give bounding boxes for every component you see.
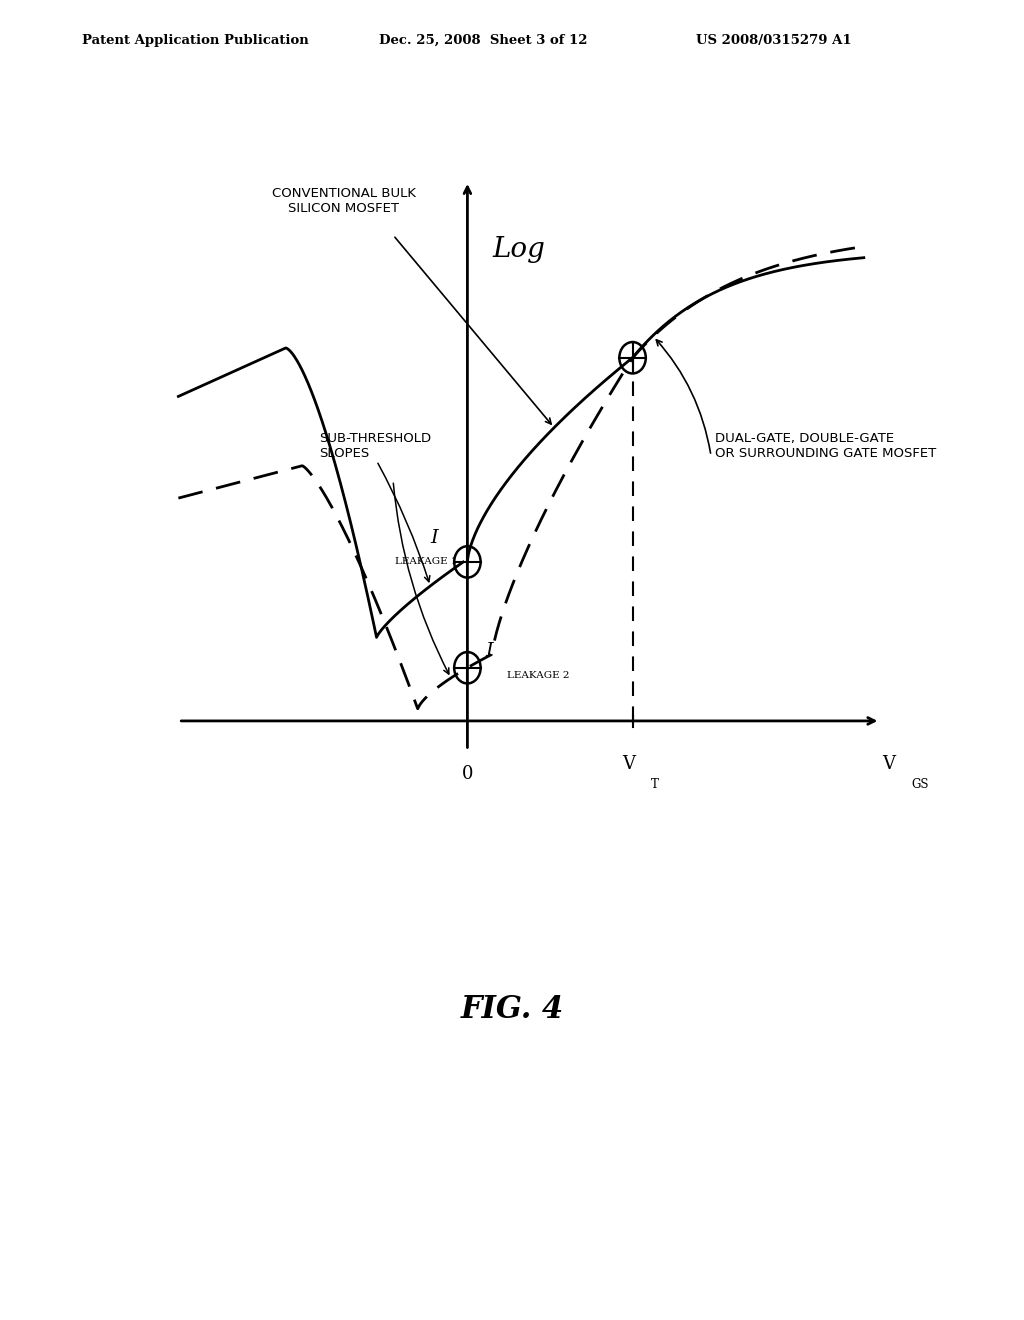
Text: Log: Log [493,236,545,263]
Text: Dec. 25, 2008  Sheet 3 of 12: Dec. 25, 2008 Sheet 3 of 12 [379,33,588,46]
Text: SUB-THRESHOLD
SLOPES: SUB-THRESHOLD SLOPES [318,432,431,461]
Text: DUAL-GATE, DOUBLE-GATE
OR SURROUNDING GATE MOSFET: DUAL-GATE, DOUBLE-GATE OR SURROUNDING GA… [715,432,936,461]
Text: V: V [622,755,635,774]
Text: US 2008/0315279 A1: US 2008/0315279 A1 [696,33,852,46]
Text: Patent Application Publication: Patent Application Publication [82,33,308,46]
Text: LEAKAGE 1: LEAKAGE 1 [395,557,458,566]
Text: I: I [485,642,494,660]
Text: LEAKAGE 2: LEAKAGE 2 [507,671,569,680]
Text: CONVENTIONAL BULK
SILICON MOSFET: CONVENTIONAL BULK SILICON MOSFET [271,186,416,215]
Text: 0: 0 [462,766,473,783]
Text: T: T [650,777,658,791]
Text: GS: GS [911,777,929,791]
Text: I: I [431,529,438,548]
Text: V: V [882,755,895,774]
Text: FIG. 4: FIG. 4 [461,994,563,1026]
